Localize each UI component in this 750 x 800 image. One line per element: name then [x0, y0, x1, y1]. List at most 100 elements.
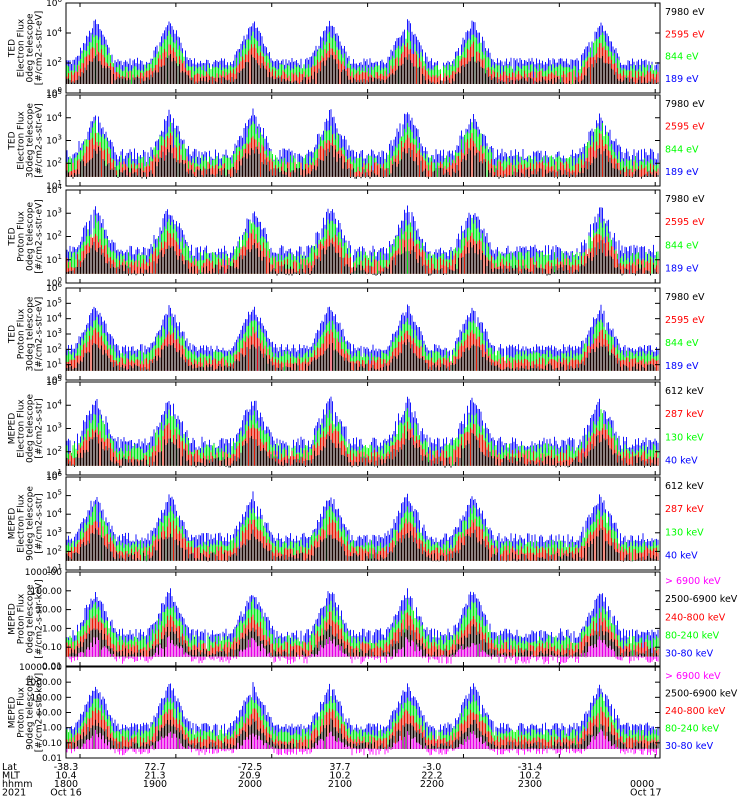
y-tick-label: 10.00 [36, 606, 62, 616]
legend-entry: 7980 eV [665, 194, 705, 205]
y-tick-label: 102 [46, 445, 62, 458]
panel-frame [65, 571, 661, 667]
x-axis-row-label: MLT [2, 771, 20, 782]
legend-entry: 30-80 keV [665, 649, 714, 660]
y-tick-label: 104 [46, 507, 62, 520]
y-tick-label: 0.10 [42, 643, 62, 653]
series-trace-black [66, 431, 659, 468]
x-axis-value: -38.3 [54, 762, 79, 773]
legend-entry: 240-800 keV [665, 706, 726, 717]
x-axis-value: 2300 [518, 779, 542, 790]
y-axis-label: TEDElectron Flux30deg telescope[#/cm2-s-… [8, 103, 45, 178]
x-axis-value: 1800 [54, 779, 78, 790]
legend-entry: 40 keV [665, 551, 698, 562]
legend-entry: 240-800 keV [665, 612, 726, 623]
legend-entry: 189 eV [665, 264, 699, 275]
y-tick-label: 104 [46, 398, 62, 411]
y-axis-label: MEPEDProton Flux0deg telescope[#/cm2-s-s… [8, 579, 45, 658]
y-axis-label: MEPEDProton Flux90deg telescope[#/cm2-s-… [8, 673, 45, 752]
legend-entry: 80-240 keV [665, 631, 720, 642]
legend-entry: 189 eV [665, 361, 699, 372]
series-trace-magenta [66, 729, 659, 756]
y-axis-label: TEDProton Flux0deg telescope[#/cm2-s-str… [8, 199, 45, 274]
legend-entry: > 6900 keV [665, 671, 721, 682]
legend-entry: 2595 eV [665, 29, 705, 40]
legend-entry: 40 keV [665, 456, 698, 467]
legend-entry: 2595 eV [665, 122, 705, 133]
x-axis-value: -72.5 [238, 762, 263, 773]
x-axis-row-label: hhmm [2, 779, 33, 790]
x-axis-value: 22.2 [421, 771, 442, 782]
x-axis-value: Oct 17 [630, 788, 662, 799]
y-tick-label: 103 [46, 422, 62, 435]
y-tick-label: 102 [46, 156, 62, 169]
legend-entry: 612 keV [665, 481, 704, 492]
series-trace-black [66, 145, 659, 179]
legend-entry: 612 keV [665, 386, 704, 397]
legend-entry: 2595 eV [665, 315, 705, 326]
legend-entry: 2500-6900 keV [665, 594, 738, 605]
series-trace-black [66, 339, 656, 371]
x-axis-value: -3.0 [423, 762, 442, 773]
x-axis-value: 2000 [238, 779, 262, 790]
x-axis-value: Oct 16 [50, 788, 82, 799]
series-trace-magenta [68, 636, 659, 665]
legend-entry: 7980 eV [665, 292, 705, 303]
y-tick-label: 102 [46, 544, 62, 557]
legend-entry: 287 keV [665, 504, 704, 515]
legend-entry: 844 eV [665, 338, 699, 349]
y-tick-label: 104 [46, 312, 62, 325]
x-axis-value: 20.9 [239, 771, 260, 782]
y-axis-label: MEPEDElectron Flux0deg telescope[#/cm2-s… [8, 394, 45, 464]
legend-entry: 844 eV [665, 240, 699, 251]
y-tick-label: 103 [46, 134, 62, 147]
x-axis-value: 2100 [328, 779, 352, 790]
y-tick-label: 106 [46, 0, 62, 9]
legend-entry: 7980 eV [665, 99, 705, 110]
legend-entry: 189 eV [665, 74, 699, 85]
y-tick-label: 105 [46, 489, 62, 502]
panel-7: 0.01 0.10 1.00 10.00 100.00 1000.00MEPEDProto… [8, 568, 738, 672]
panel-frame [65, 94, 661, 187]
y-tick-label: 1000.00 [25, 678, 62, 688]
legend-entry: 2595 eV [665, 217, 705, 228]
x-axis-value: 21.3 [144, 771, 165, 782]
y-tick-label: 103 [46, 206, 62, 219]
x-axis-row-label: Lat [2, 762, 17, 773]
y-tick-label: 0.01 [42, 754, 62, 764]
y-tick-label: 0.10 [42, 739, 62, 749]
x-axis-value: -31.4 [518, 762, 543, 773]
series-trace-black [66, 240, 659, 276]
x-axis-value: 2200 [420, 779, 444, 790]
x-axis-value: 10.2 [519, 771, 540, 782]
legend-entry: > 6900 keV [665, 576, 721, 587]
y-tick-label: 0.01 [42, 662, 62, 672]
panel-frame [65, 381, 661, 476]
y-tick-label: 100.00 [31, 587, 63, 597]
y-tick-label: 1.00 [42, 724, 62, 734]
x-axis-value: 72.7 [144, 762, 165, 773]
y-axis-label: MEPEDElectron Flux90deg telescope[#/cm2-… [8, 486, 45, 561]
y-tick-label: 102 [46, 342, 62, 355]
y-tick-label: 103 [46, 526, 62, 539]
legend-entry: 844 eV [665, 144, 699, 155]
x-axis-value: 37.7 [329, 762, 350, 773]
legend-entry: 189 eV [665, 167, 699, 178]
y-tick-label: 100.00 [31, 693, 63, 703]
y-axis-label: TEDProton Flux30deg telescope[#/cm2-s-st… [8, 296, 45, 371]
panel-frame [65, 666, 661, 759]
panel-frame [65, 476, 661, 571]
x-axis-value: 10.2 [329, 771, 350, 782]
legend-entry: 287 keV [665, 409, 704, 420]
y-tick-label: 104 [46, 26, 62, 39]
y-tick-label: 103 [46, 327, 62, 340]
x-axis-value: 1900 [143, 779, 167, 790]
y-tick-label: 102 [46, 56, 62, 69]
x-axis-value: 10.4 [55, 771, 76, 782]
y-tick-label: 102 [46, 230, 62, 243]
y-axis-label: TEDElectron Flux0deg telescope[#/cm2-s-s… [8, 11, 45, 86]
